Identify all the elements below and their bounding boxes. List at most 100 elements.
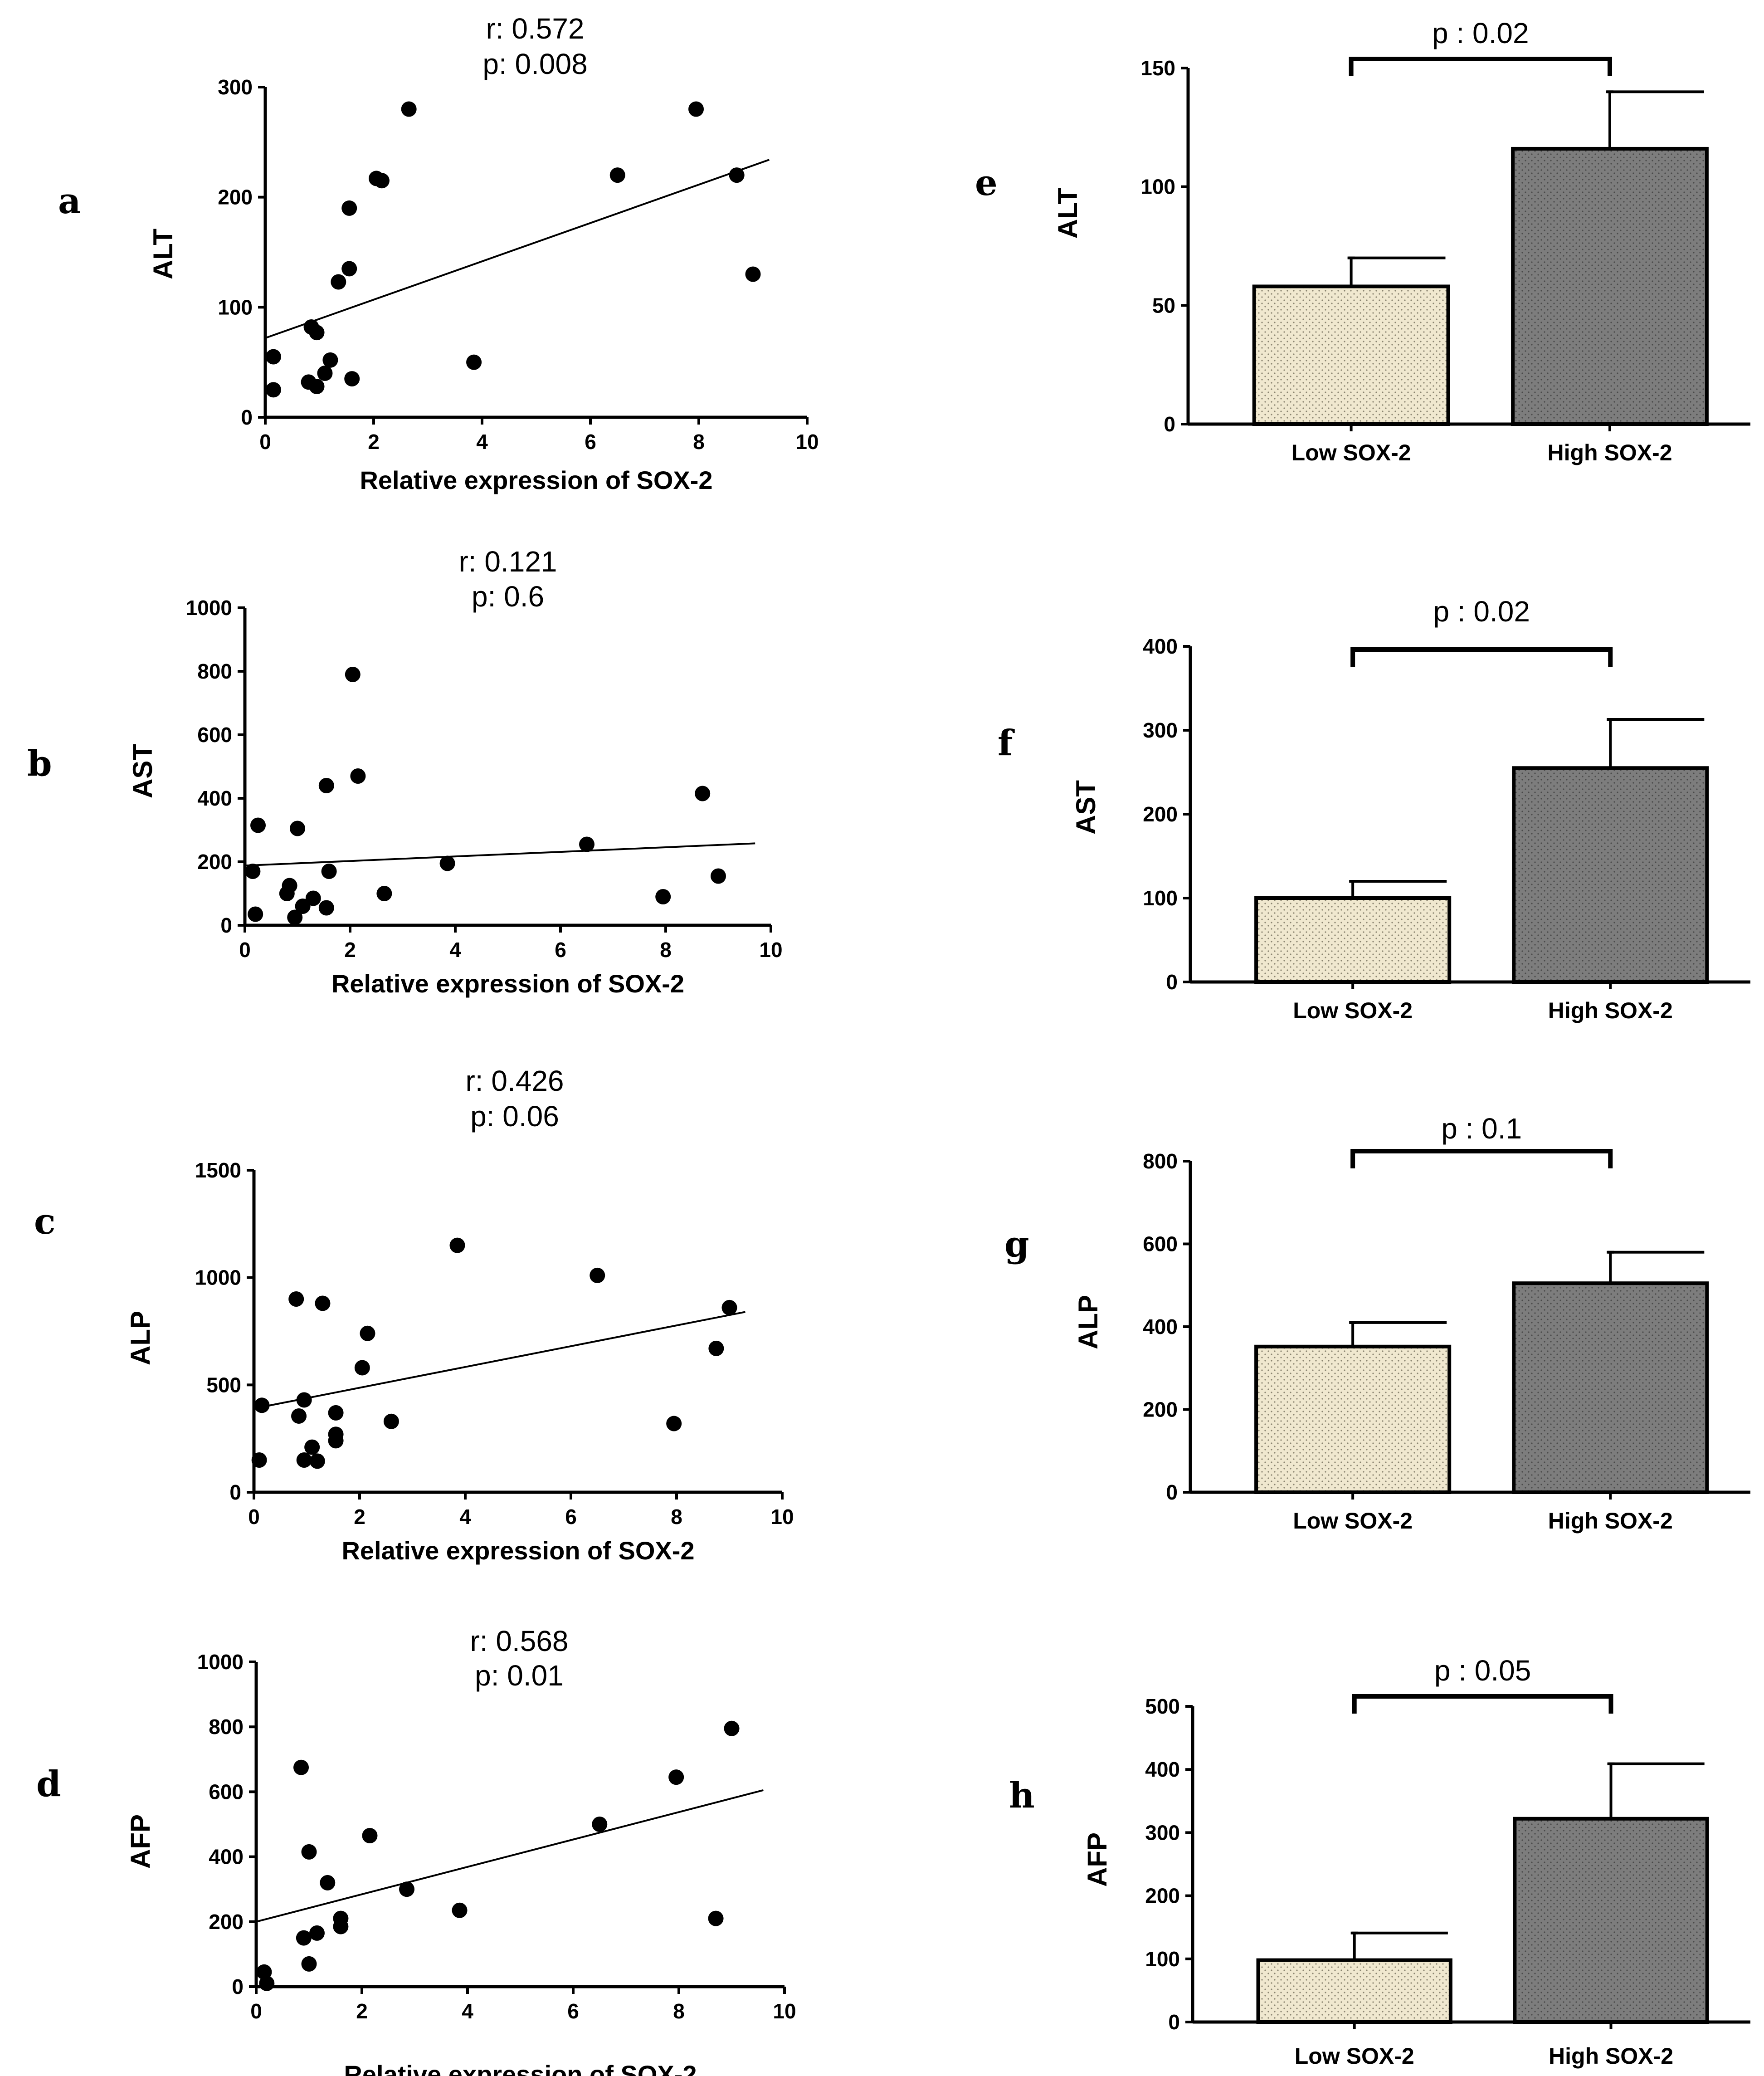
data-point bbox=[248, 906, 263, 922]
x-tick-label: 0 bbox=[259, 430, 271, 454]
p-value-label: p : 0.05 bbox=[1434, 1654, 1531, 1687]
y-tick-label: 1000 bbox=[186, 596, 232, 620]
data-point bbox=[245, 864, 261, 879]
y-axis-title: ALT bbox=[148, 229, 178, 279]
y-tick-label: 0 bbox=[220, 913, 232, 937]
bar-panel-g: g 0 200 400 600 800 ALP Low SOX-2 High SOX-2 p : … bbox=[1004, 1112, 1750, 1534]
data-point bbox=[439, 855, 455, 871]
y-tick-label: 500 bbox=[206, 1373, 241, 1397]
y-tick-label: 100 bbox=[1143, 886, 1178, 910]
y-tick-label: 400 bbox=[209, 1845, 244, 1869]
data-point bbox=[466, 354, 482, 370]
x-tick-label: 6 bbox=[555, 938, 566, 962]
category-label: High SOX-2 bbox=[1549, 2043, 1673, 2069]
y-tick-label: 0 bbox=[241, 405, 253, 429]
data-point bbox=[309, 1925, 325, 1941]
data-point bbox=[331, 274, 346, 290]
panel-letter-h: h bbox=[1009, 1775, 1035, 1816]
data-point bbox=[282, 878, 297, 894]
y-tick-label: 0 bbox=[1164, 412, 1175, 436]
data-point bbox=[295, 899, 311, 914]
x-tick-label: 4 bbox=[462, 1999, 473, 2023]
data-point bbox=[301, 1956, 317, 1972]
x-tick-label: 10 bbox=[759, 938, 782, 962]
x-tick-label: 4 bbox=[449, 938, 461, 962]
x-tick-label: 8 bbox=[671, 1505, 682, 1529]
data-point bbox=[729, 167, 745, 183]
data-point bbox=[301, 1844, 317, 1860]
x-tick-label: 2 bbox=[368, 430, 380, 454]
x-tick-label: 6 bbox=[567, 1999, 579, 2023]
y-tick-label: 300 bbox=[1145, 1821, 1180, 1844]
correlation-p-label: p: 0.06 bbox=[470, 1100, 559, 1133]
x-tick-label: 4 bbox=[459, 1505, 471, 1529]
y-tick-label: 150 bbox=[1140, 56, 1175, 80]
y-tick-label: 200 bbox=[1145, 1884, 1180, 1908]
x-tick-label: 0 bbox=[248, 1505, 260, 1529]
bar-high-sox2 bbox=[1513, 1817, 1709, 2024]
data-point bbox=[328, 1433, 344, 1449]
p-value-label: p : 0.1 bbox=[1441, 1112, 1522, 1145]
category-label: High SOX-2 bbox=[1548, 1508, 1673, 1534]
data-point bbox=[317, 365, 333, 381]
y-tick-label: 100 bbox=[1145, 1947, 1180, 1971]
data-point bbox=[288, 1291, 304, 1307]
data-point bbox=[265, 349, 281, 365]
x-axis-title: Relative expression of SOX-2 bbox=[331, 969, 684, 998]
x-tick-label: 6 bbox=[565, 1505, 577, 1529]
data-point bbox=[354, 1360, 370, 1376]
data-point bbox=[374, 173, 390, 189]
data-point bbox=[383, 1413, 399, 1429]
p-value-label: p : 0.02 bbox=[1433, 595, 1530, 628]
y-tick-label: 200 bbox=[218, 186, 253, 209]
regression-line bbox=[253, 1311, 746, 1410]
data-point bbox=[251, 1452, 267, 1468]
data-point bbox=[711, 868, 726, 884]
category-label: Low SOX-2 bbox=[1291, 440, 1411, 465]
y-tick-label: 200 bbox=[1143, 802, 1178, 826]
regression-line bbox=[244, 842, 755, 867]
y-tick-label: 800 bbox=[209, 1715, 244, 1739]
y-tick-label: 400 bbox=[1143, 635, 1178, 658]
data-point bbox=[250, 817, 266, 833]
y-tick-label: 600 bbox=[209, 1780, 244, 1803]
data-point bbox=[592, 1817, 608, 1832]
panel-letter-b: b bbox=[27, 743, 52, 784]
data-point bbox=[590, 1267, 605, 1283]
data-point bbox=[309, 325, 325, 341]
y-tick-label: 0 bbox=[1168, 2010, 1180, 2034]
correlation-r-label: r: 0.426 bbox=[465, 1065, 564, 1097]
data-point bbox=[291, 1408, 307, 1424]
y-tick-label: 200 bbox=[1143, 1398, 1178, 1421]
y-tick-label: 1500 bbox=[195, 1158, 241, 1182]
category-label: High SOX-2 bbox=[1548, 998, 1673, 1023]
category-label: Low SOX-2 bbox=[1293, 998, 1413, 1023]
y-tick-label: 400 bbox=[1145, 1758, 1180, 1781]
bar-low-sox2 bbox=[1252, 284, 1450, 426]
bar-high-sox2 bbox=[1511, 147, 1709, 426]
regression-line bbox=[265, 159, 770, 339]
bar-high-sox2 bbox=[1512, 766, 1709, 984]
x-tick-label: 0 bbox=[239, 938, 251, 962]
data-point bbox=[655, 889, 671, 904]
data-point bbox=[290, 821, 305, 836]
correlation-r-label: r: 0.572 bbox=[486, 12, 584, 45]
y-tick-label: 1000 bbox=[195, 1266, 241, 1290]
data-point bbox=[362, 1828, 378, 1844]
category-label: High SOX-2 bbox=[1547, 440, 1672, 465]
data-point bbox=[449, 1237, 465, 1253]
correlation-r-label: r: 0.568 bbox=[470, 1625, 568, 1657]
category-label: Low SOX-2 bbox=[1293, 1508, 1413, 1534]
data-point bbox=[452, 1902, 468, 1918]
data-point bbox=[304, 1439, 320, 1455]
x-tick-label: 8 bbox=[660, 938, 672, 962]
data-point bbox=[333, 1919, 349, 1934]
data-point bbox=[318, 900, 334, 916]
x-tick-label: 6 bbox=[585, 430, 596, 454]
x-tick-label: 10 bbox=[773, 1999, 796, 2023]
data-point bbox=[724, 1720, 740, 1736]
x-tick-label: 8 bbox=[693, 430, 705, 454]
